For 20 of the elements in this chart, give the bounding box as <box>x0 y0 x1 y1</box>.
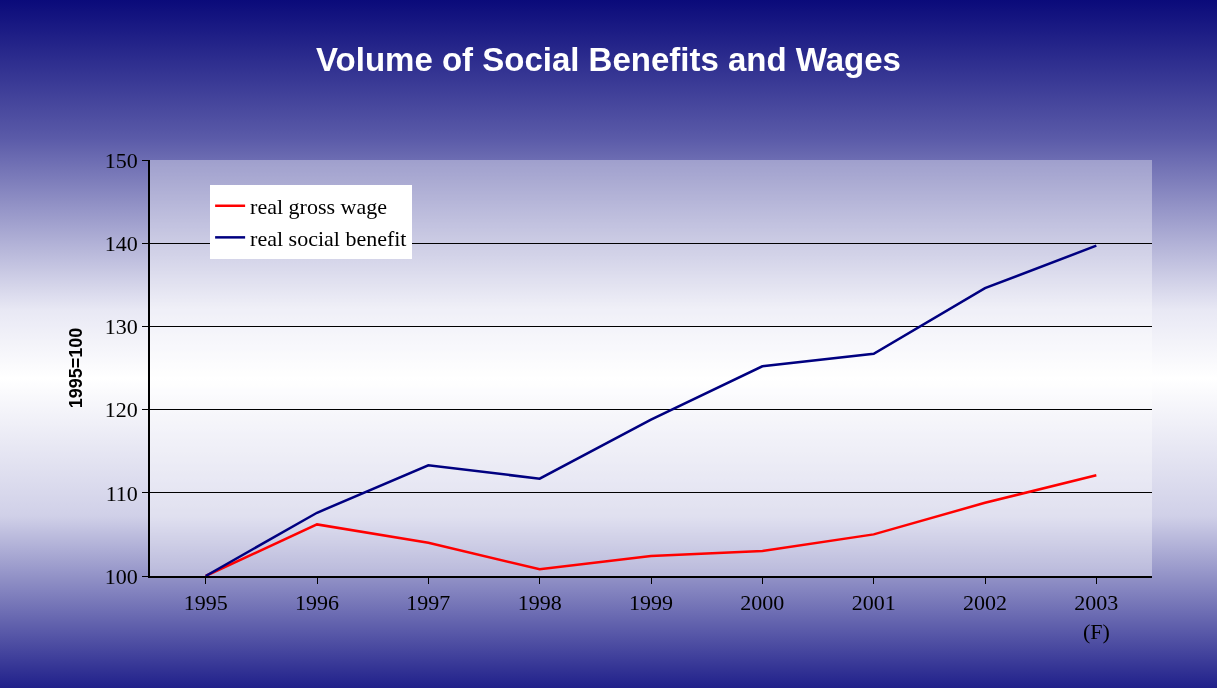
y-tick-label: 110 <box>105 480 138 506</box>
x-tick-label: 1995 <box>183 590 228 616</box>
y-axis-title: 1995=100 <box>65 327 86 409</box>
x-tick-label: 1997 <box>406 590 451 616</box>
x-tick-label: 1998 <box>517 590 562 616</box>
x-tick-label: 2003 (F) <box>1074 590 1119 644</box>
legend-label: real social benefit <box>250 225 407 251</box>
line-series <box>204 244 1098 576</box>
y-tick-label: 120 <box>104 397 138 423</box>
chart-title: Volume of Social Benefits and Wages <box>316 41 901 79</box>
y-tick-label: 140 <box>104 230 138 256</box>
y-tick-label: 100 <box>104 563 138 589</box>
x-tick-label: 2002 <box>963 590 1007 616</box>
y-tick-label: 150 <box>104 147 138 173</box>
x-tick-label: 2001 <box>851 590 896 616</box>
x-tick-label: 1996 <box>295 590 339 616</box>
legend-label: real gross wage <box>250 194 387 220</box>
y-tick-label: 130 <box>104 314 138 340</box>
x-tick-label: 2000 <box>740 590 785 616</box>
x-tick-label: 1999 <box>629 590 673 616</box>
